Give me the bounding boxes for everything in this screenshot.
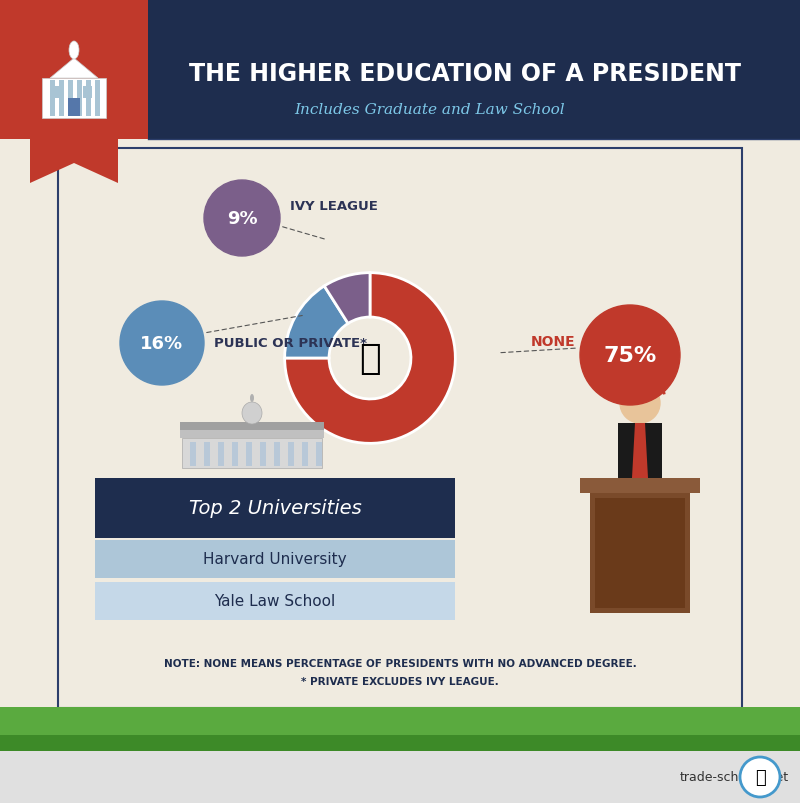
Text: * PRIVATE EXCLUDES IVY LEAGUE.: * PRIVATE EXCLUDES IVY LEAGUE. <box>301 676 499 686</box>
Text: 9%: 9% <box>226 210 258 228</box>
Bar <box>0 751 800 803</box>
Ellipse shape <box>69 42 79 60</box>
Circle shape <box>580 306 680 406</box>
Bar <box>95 540 455 578</box>
Ellipse shape <box>242 402 262 425</box>
Bar <box>180 422 324 430</box>
Text: Harvard University: Harvard University <box>203 552 347 567</box>
Bar <box>316 442 322 467</box>
Bar <box>618 423 662 479</box>
Circle shape <box>120 302 204 385</box>
Text: 🎓: 🎓 <box>359 341 381 376</box>
Bar <box>68 99 80 117</box>
Text: NOTE: NONE MEANS PERCENTAGE OF PRESIDENTS WITH NO ADVANCED DEGREE.: NOTE: NONE MEANS PERCENTAGE OF PRESIDENT… <box>164 658 636 668</box>
Bar <box>620 369 660 382</box>
Bar <box>51 87 60 99</box>
Polygon shape <box>30 140 118 184</box>
Text: trade-schools.net: trade-schools.net <box>680 771 789 784</box>
Bar <box>190 442 196 467</box>
Bar <box>95 81 100 117</box>
Bar <box>274 442 280 467</box>
Circle shape <box>204 181 280 257</box>
Bar <box>83 87 92 99</box>
FancyBboxPatch shape <box>58 149 742 708</box>
Circle shape <box>740 757 780 797</box>
Text: 🎓: 🎓 <box>754 768 766 786</box>
Wedge shape <box>285 287 348 359</box>
Text: Includes Graduate and Law School: Includes Graduate and Law School <box>294 103 566 117</box>
Bar <box>95 582 455 620</box>
Text: Yale Law School: Yale Law School <box>214 593 336 609</box>
Polygon shape <box>50 59 98 79</box>
Bar <box>260 442 266 467</box>
Wedge shape <box>285 273 455 444</box>
Polygon shape <box>632 423 648 479</box>
Polygon shape <box>180 430 324 438</box>
Text: 16%: 16% <box>141 335 183 353</box>
Bar <box>182 438 322 468</box>
Text: IVY LEAGUE: IVY LEAGUE <box>290 200 378 214</box>
Bar <box>95 479 455 538</box>
Bar <box>288 442 294 467</box>
Text: THE HIGHER EDUCATION OF A PRESIDENT: THE HIGHER EDUCATION OF A PRESIDENT <box>189 62 741 86</box>
Bar <box>580 479 700 493</box>
Bar <box>595 499 685 608</box>
Bar <box>86 81 91 117</box>
Bar <box>68 81 73 117</box>
Text: Top 2 Universities: Top 2 Universities <box>189 499 362 518</box>
Ellipse shape <box>250 394 254 402</box>
Bar <box>42 79 106 119</box>
Bar <box>218 442 224 467</box>
Bar <box>590 493 690 613</box>
Text: PUBLIC OR PRIVATE*: PUBLIC OR PRIVATE* <box>214 337 367 350</box>
Bar <box>0 0 800 140</box>
Bar <box>204 442 210 467</box>
Bar <box>246 442 252 467</box>
Bar <box>0 0 148 140</box>
Text: 75%: 75% <box>603 345 657 365</box>
Bar <box>50 81 55 117</box>
Bar <box>232 442 238 467</box>
Bar <box>302 442 308 467</box>
Text: NONE: NONE <box>530 335 575 349</box>
Circle shape <box>620 384 660 423</box>
Bar <box>614 382 666 388</box>
Bar <box>0 707 800 735</box>
Bar <box>0 735 800 751</box>
Bar <box>77 81 82 117</box>
Bar <box>59 81 64 117</box>
Wedge shape <box>324 273 370 324</box>
